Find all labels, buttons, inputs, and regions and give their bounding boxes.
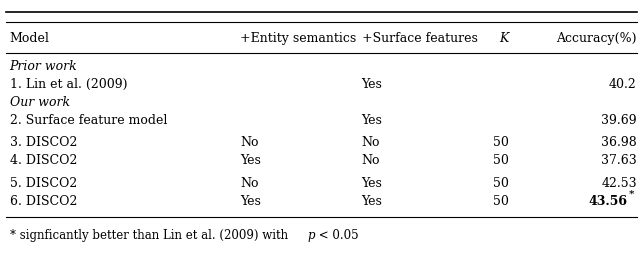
Text: 36.98: 36.98 [601,136,637,149]
Text: 1. Lin et al. (2009): 1. Lin et al. (2009) [10,78,127,91]
Text: 50: 50 [493,154,509,167]
Text: K: K [499,32,509,45]
Text: +Surface features: +Surface features [362,32,477,45]
Text: Model: Model [10,32,49,45]
Text: Prior work: Prior work [10,60,77,73]
Text: 50: 50 [493,195,509,208]
Text: No: No [362,154,380,167]
Text: No: No [240,177,259,190]
Text: 5. DISCO2: 5. DISCO2 [10,177,77,190]
Text: Accuracy(%): Accuracy(%) [556,32,637,45]
Text: 50: 50 [493,136,509,149]
Text: 2. Surface feature model: 2. Surface feature model [10,114,167,127]
Text: Yes: Yes [362,177,383,190]
Text: Yes: Yes [362,78,383,91]
Text: 39.69: 39.69 [601,114,637,127]
Text: +Entity semantics: +Entity semantics [240,32,356,45]
Text: 37.63: 37.63 [601,154,637,167]
Text: 3. DISCO2: 3. DISCO2 [10,136,77,149]
Text: < 0.05: < 0.05 [315,229,358,242]
Text: Yes: Yes [362,114,383,127]
Text: 40.2: 40.2 [609,78,637,91]
Text: 6. DISCO2: 6. DISCO2 [10,195,77,208]
Text: Yes: Yes [240,195,261,208]
Text: * signficantly better than Lin et al. (2009) with: * signficantly better than Lin et al. (2… [10,229,291,242]
Text: No: No [240,136,259,149]
Text: Yes: Yes [240,154,261,167]
Text: 50: 50 [493,177,509,190]
Text: 42.53: 42.53 [601,177,637,190]
Text: Yes: Yes [362,195,383,208]
Text: Our work: Our work [10,96,70,109]
Text: 43.56: 43.56 [588,195,627,208]
Text: 4. DISCO2: 4. DISCO2 [10,154,77,167]
Text: p: p [307,229,315,242]
Text: No: No [362,136,380,149]
Text: *: * [628,190,634,199]
